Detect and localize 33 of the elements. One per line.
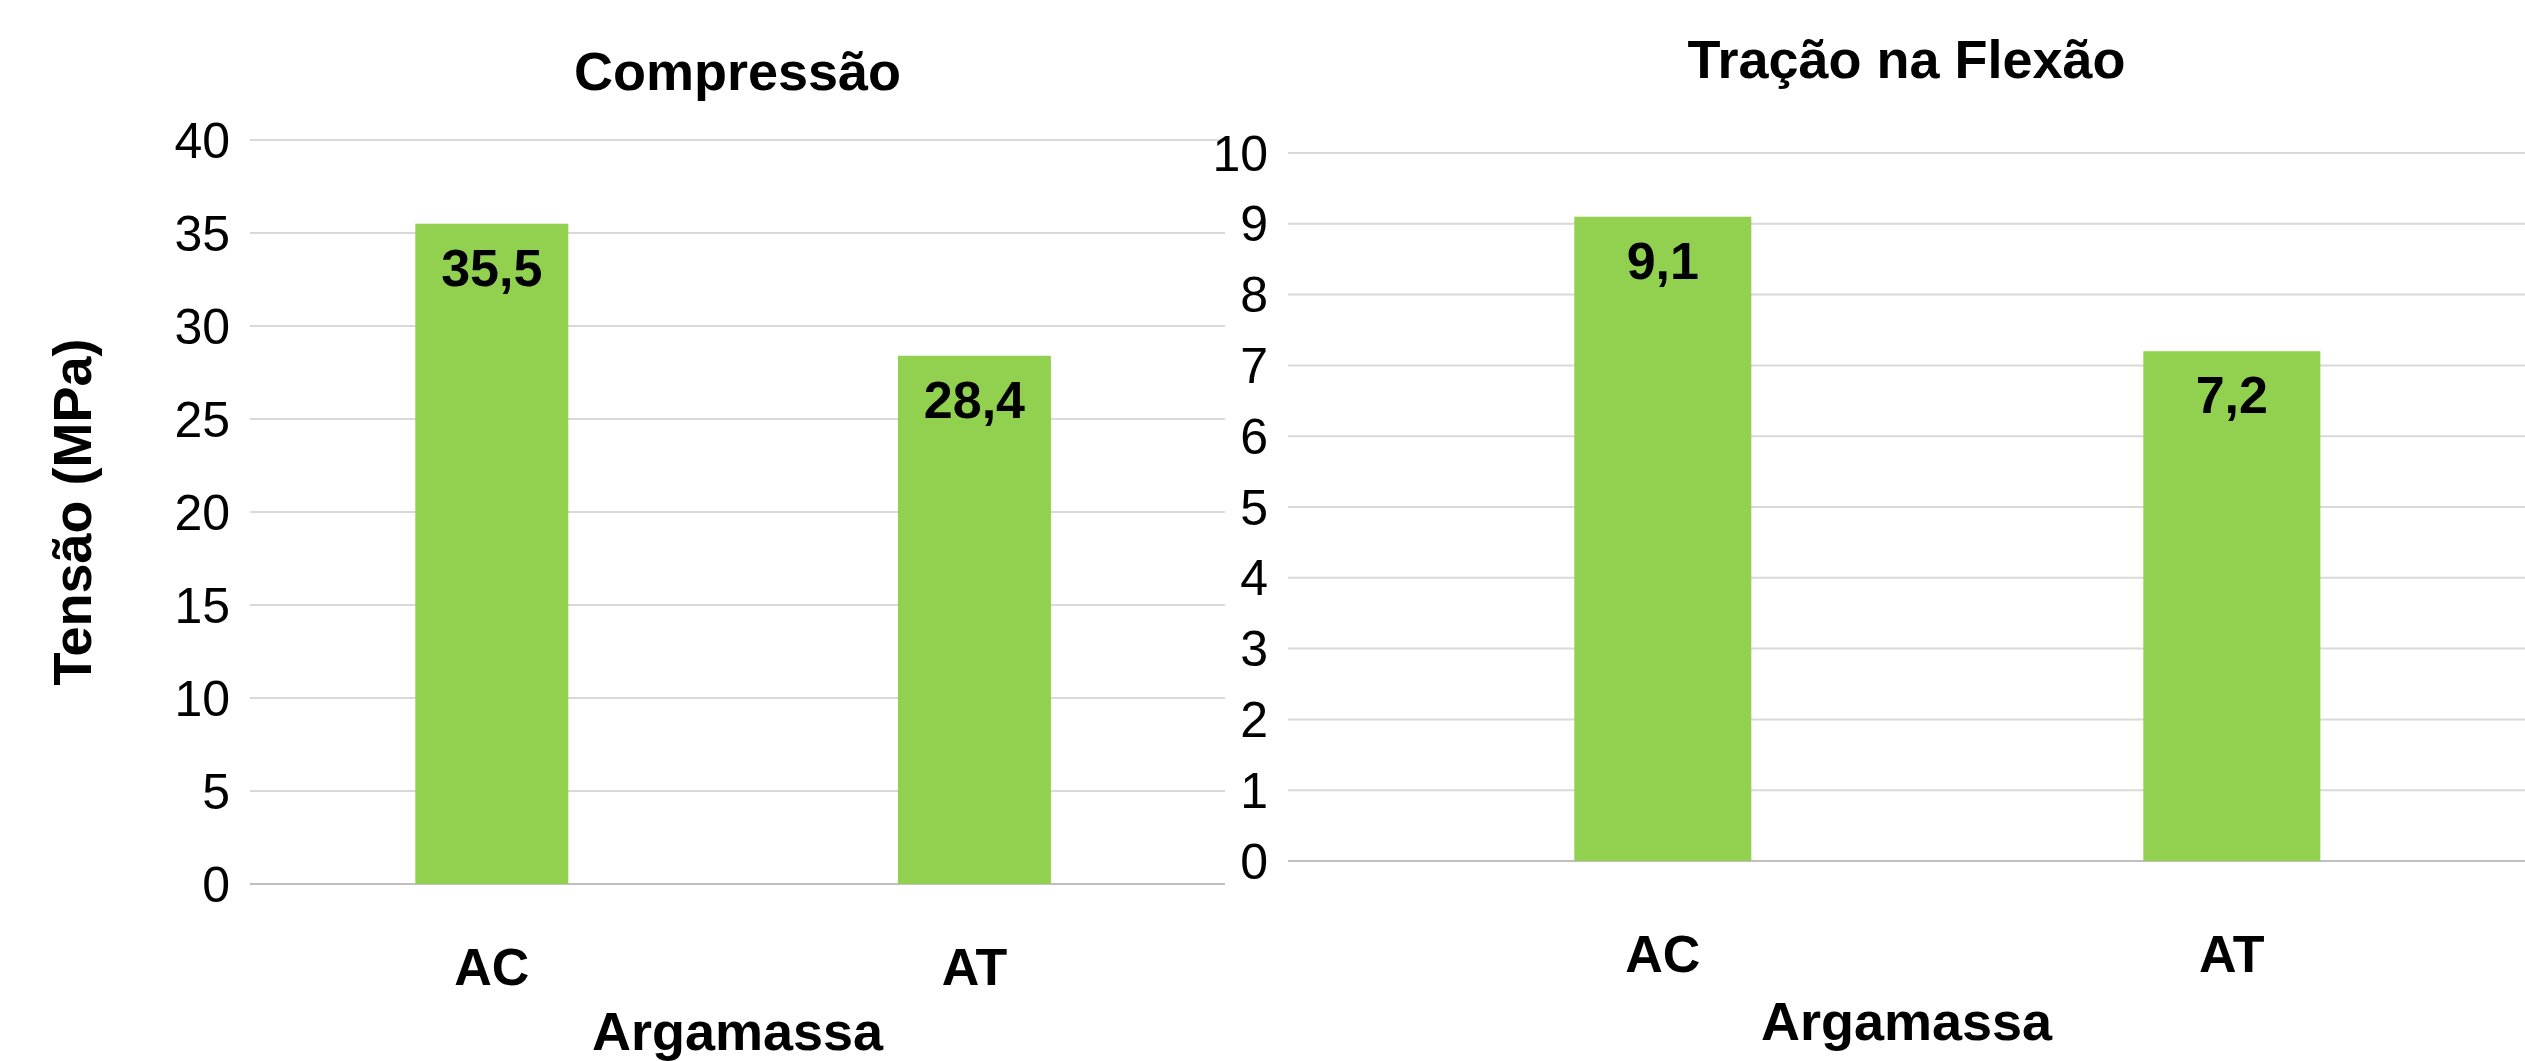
- x-axis-title: Argamassa: [1760, 991, 2054, 1051]
- y-tick-label: 30: [174, 298, 230, 355]
- data-label: 35,5: [441, 238, 543, 297]
- x-tick-label: AC: [1625, 925, 1701, 983]
- data-label: 28,4: [923, 370, 1026, 429]
- x-axis-title: Argamassa: [591, 1001, 885, 1061]
- y-tick-label: 4: [1240, 550, 1268, 607]
- x-tick-label: AT: [2199, 925, 2265, 983]
- y-tick-label: 10: [1212, 125, 1268, 182]
- y-tick-label: 3: [1240, 621, 1268, 678]
- x-tick-label: AT: [941, 938, 1008, 996]
- y-tick-label: 5: [202, 763, 230, 820]
- chart-title: Compressão: [573, 41, 902, 101]
- data-label: 9,1: [1626, 231, 1699, 290]
- y-tick-label: 10: [174, 670, 230, 727]
- y-tick-label: 0: [202, 856, 230, 913]
- y-tick-label: 25: [174, 391, 230, 448]
- y-axis-title: Tensão (MPa): [41, 338, 102, 686]
- x-tick-label: AC: [454, 938, 530, 996]
- y-tick-label: 9: [1240, 196, 1268, 253]
- y-tick-label: 40: [174, 112, 230, 169]
- y-tick-label: 15: [174, 577, 230, 634]
- y-tick-label: 35: [174, 205, 230, 262]
- y-tick-label: 2: [1240, 691, 1268, 748]
- chart-title: Tração na Flexão: [1687, 29, 2126, 89]
- data-label: 7,2: [2195, 366, 2268, 425]
- y-tick-label: 6: [1240, 408, 1268, 465]
- y-tick-label: 7: [1240, 337, 1268, 394]
- y-tick-label: 0: [1240, 833, 1268, 890]
- y-tick-label: 1: [1240, 762, 1268, 819]
- y-tick-label: 8: [1240, 267, 1268, 324]
- y-tick-label: 20: [174, 484, 230, 541]
- y-tick-label: 5: [1240, 479, 1268, 536]
